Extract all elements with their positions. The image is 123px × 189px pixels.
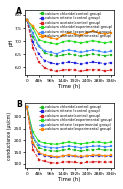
Y-axis label: conductance (μs/cm): conductance (μs/cm): [7, 112, 12, 160]
Text: A: A: [16, 7, 22, 16]
Legend: calcium chloride(control group), calcium nitrate (control group), calcium acetat: calcium chloride(control group), calcium…: [39, 11, 113, 39]
Legend: calcium chloride(control group), calcium nitrate (control group), calcium acetat: calcium chloride(control group), calcium…: [39, 105, 113, 132]
Text: B: B: [16, 100, 22, 109]
X-axis label: Time (h): Time (h): [58, 177, 81, 182]
Y-axis label: pH: pH: [8, 39, 13, 46]
X-axis label: Time (h): Time (h): [58, 84, 81, 89]
